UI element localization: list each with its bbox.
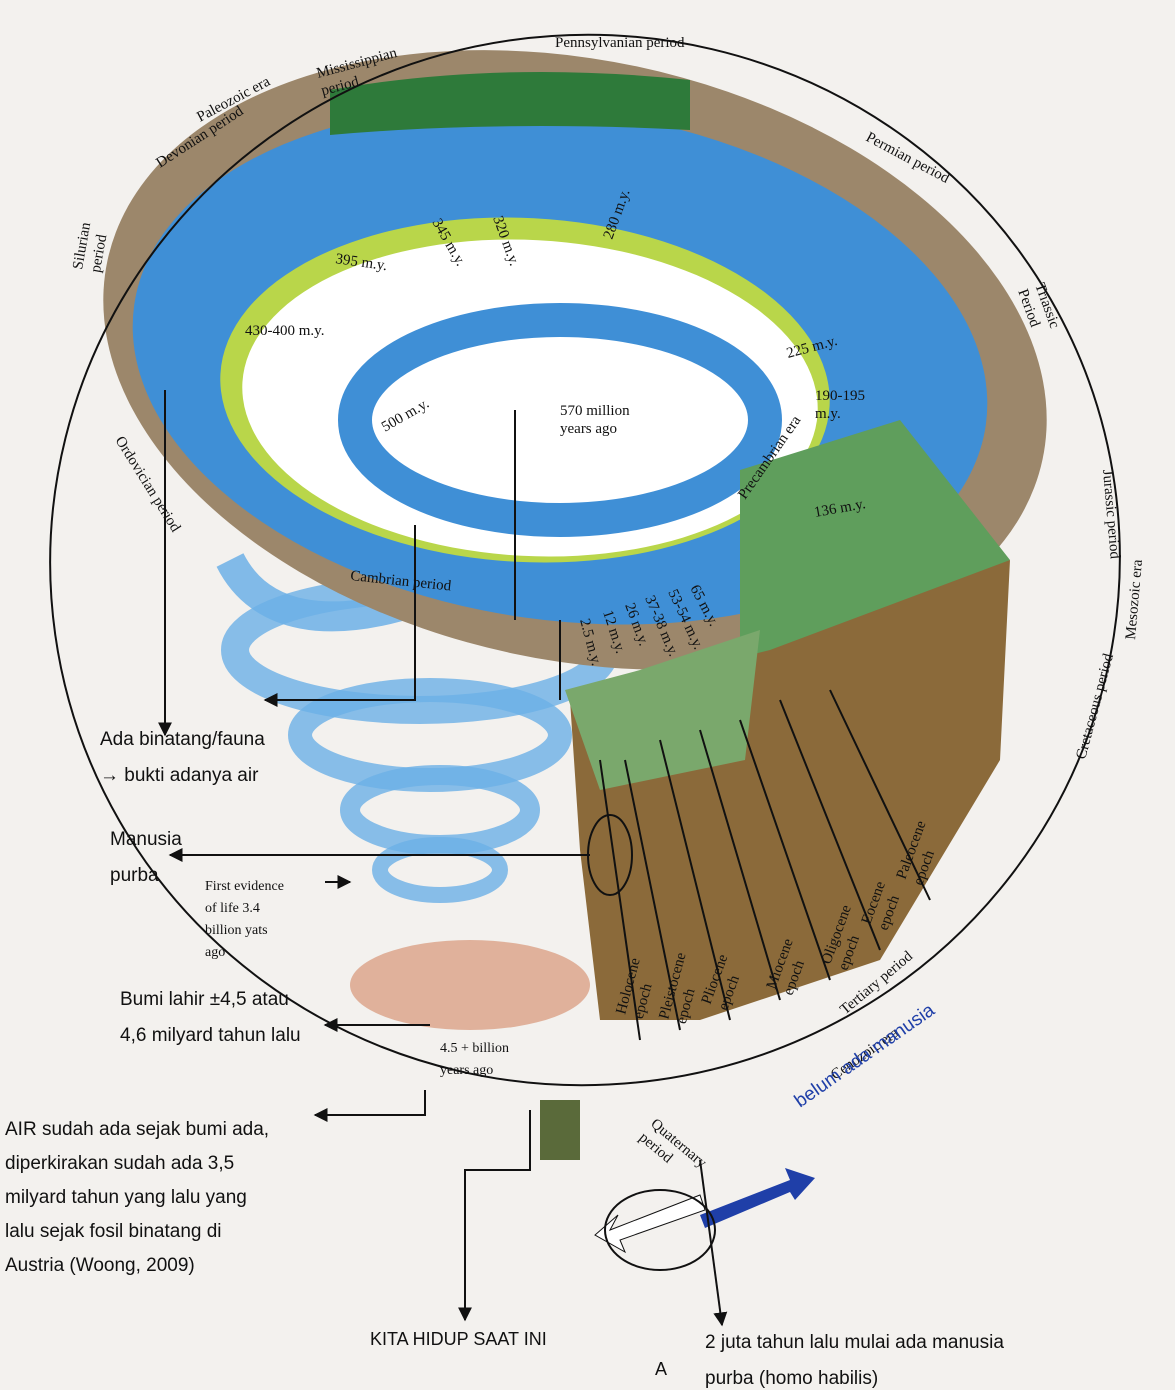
- note-label: → bukti adanya air: [100, 765, 259, 786]
- forest-mesozoic: [740, 420, 1010, 700]
- age-label: 395 m.y.: [334, 251, 388, 274]
- age-label: m.y.: [815, 406, 841, 422]
- age-label: First evidence: [205, 879, 284, 894]
- spiral: [372, 837, 508, 903]
- period-label: Jurassic period: [1099, 469, 1123, 560]
- age-label: billion yats: [205, 923, 268, 938]
- note-label: Austria (Woong, 2009): [5, 1255, 195, 1276]
- age-label: ago: [205, 945, 225, 960]
- note-label: 2 juta tahun lalu mulai ada manusia: [705, 1332, 1004, 1353]
- blue-arrow: [700, 1168, 815, 1228]
- note-label: Manusia: [110, 829, 182, 850]
- note-label: 4,6 milyard tahun lalu: [120, 1025, 301, 1046]
- inner-spiral: [338, 303, 782, 537]
- age-label: of life 3.4: [205, 901, 260, 916]
- age-label: 4.5 + billion: [440, 1041, 509, 1056]
- white-arrow: [594, 1194, 706, 1254]
- note-label: lalu sejak fosil binatang di: [5, 1221, 222, 1242]
- center: [455, 370, 715, 480]
- arrow: [458, 1110, 531, 1322]
- note-label: belum ada manusia: [791, 1000, 939, 1113]
- age-label: 430-400 m.y.: [245, 323, 324, 339]
- note-label: diperkirakan sudah ada 3,5: [5, 1153, 234, 1174]
- note-label: milyard tahun yang lalu yang: [5, 1187, 247, 1208]
- cenozoic-surface: [565, 630, 760, 790]
- timeline-ring: [49, 33, 1121, 1087]
- person-icon: [540, 1100, 580, 1160]
- note-label: KITA HIDUP SAAT INI: [370, 1329, 547, 1349]
- period-label: Mesozoic era: [1123, 559, 1146, 641]
- period-label: Cretaceous period: [1073, 651, 1117, 761]
- age-label: years ago: [440, 1063, 493, 1078]
- arrow: [313, 1090, 426, 1122]
- period-label: period: [88, 233, 110, 274]
- period-label: Pennsylvanian period: [555, 35, 685, 51]
- age-label: 190-195: [815, 388, 865, 404]
- note-label: purba (homo habilis): [705, 1368, 878, 1389]
- forest: [330, 72, 690, 135]
- note-label: AIR sudah ada sejak bumi ada,: [5, 1119, 269, 1140]
- note-label: Ada binatang/fauna: [100, 729, 265, 750]
- age-label: years ago: [560, 421, 617, 437]
- earth-cloud: [350, 940, 590, 1030]
- arrow: [699, 1159, 728, 1327]
- arrow: [263, 525, 416, 707]
- age-label: 570 million: [560, 403, 630, 419]
- note-label: A: [655, 1359, 667, 1379]
- epoch-dividers: [599, 689, 931, 1041]
- note-label: purba: [110, 865, 159, 886]
- leader-lines: [514, 410, 561, 700]
- note-label: Bumi lahir ±4,5 atau: [120, 989, 289, 1010]
- artwork: [49, 33, 1121, 1327]
- circle-a: [604, 1189, 716, 1271]
